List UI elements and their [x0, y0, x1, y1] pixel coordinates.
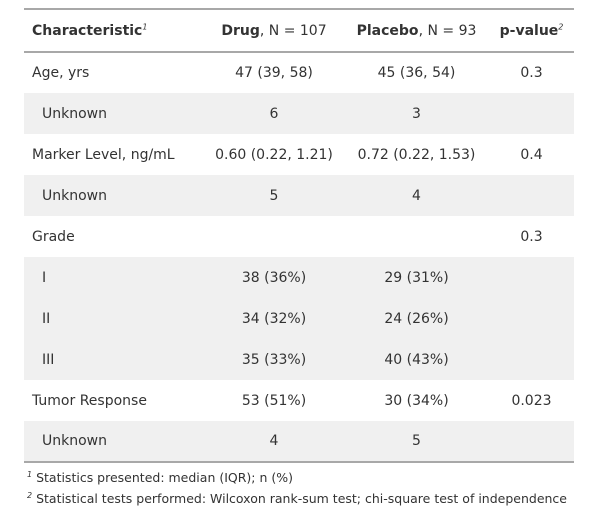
drug-value: 53 (51%): [241, 392, 307, 409]
header-pvalue-footnote-marker: 2: [558, 21, 564, 31]
table-row-grade-i: I 38 (36%) 29 (31%): [24, 257, 574, 298]
table-row-grade-ii: II 34 (32%) 24 (26%): [24, 298, 574, 339]
p-value: [489, 298, 574, 339]
header-row: Characteristic1 Drug, N = 107 Placebo, N…: [24, 8, 574, 53]
footnote-text: Statistics presented: median (IQR); n (%…: [32, 470, 294, 485]
header-drug: Drug, N = 107: [204, 8, 344, 53]
row-label: Age, yrs: [32, 65, 90, 81]
placebo-value: 24 (26%): [384, 310, 449, 327]
drug-value: 5: [269, 187, 279, 204]
footnote-text: Statistical tests performed: Wilcoxon ra…: [32, 491, 567, 506]
table-row-marker-unknown: Unknown 5 4: [24, 175, 574, 216]
p-value: [489, 175, 574, 216]
p-value: 0.3: [520, 65, 543, 81]
header-placebo: Placebo, N = 93: [344, 8, 489, 53]
row-label: Unknown: [42, 187, 107, 204]
row-label: Tumor Response: [32, 392, 147, 409]
drug-value: 35 (33%): [241, 351, 307, 368]
p-value: [489, 257, 574, 298]
drug-value: 0.60 (0.22, 1.21): [215, 146, 333, 163]
table-row-tumor-unknown: Unknown 4 5: [24, 421, 574, 463]
header-characteristic-label: Characteristic: [32, 22, 143, 39]
table-row-tumor-response: Tumor Response 53 (51%) 30 (34%) 0.023: [24, 380, 574, 421]
footnote-1: 1 Statistics presented: median (IQR); n …: [27, 467, 567, 488]
drug-value: [204, 216, 344, 257]
row-label: Marker Level, ng/mL: [32, 146, 175, 163]
placebo-value: 29 (31%): [384, 269, 449, 286]
footnote-marker: 2: [27, 490, 33, 500]
p-value: 0.4: [520, 146, 543, 163]
row-label: II: [42, 310, 51, 327]
placebo-value: 0.72 (0.22, 1.53): [357, 146, 476, 163]
table-body: Age, yrs 47 (39, 58) 45 (36, 54) 0.3 Unk…: [24, 52, 574, 463]
p-value: 0.023: [511, 392, 552, 409]
header-drug-n: , N = 107: [259, 22, 327, 39]
p-value: [489, 93, 574, 134]
table-row-grade: Grade 0.3: [24, 216, 574, 257]
drug-value: 38 (36%): [241, 269, 307, 286]
placebo-value: 5: [344, 421, 489, 463]
footnote-2: 2 Statistical tests performed: Wilcoxon …: [27, 488, 567, 509]
table-footnotes: 1 Statistics presented: median (IQR); n …: [27, 467, 567, 509]
placebo-value: 4: [412, 187, 421, 204]
drug-value: 34 (32%): [241, 310, 307, 327]
p-value: 0.3: [520, 228, 543, 245]
table-row-marker: Marker Level, ng/mL 0.60 (0.22, 1.21) 0.…: [24, 134, 574, 175]
drug-value: 47 (39, 58): [235, 65, 313, 81]
footnote-marker: 1: [27, 469, 33, 479]
header-placebo-name: Placebo: [356, 22, 419, 39]
placebo-value: [344, 216, 489, 257]
row-label: III: [42, 351, 55, 368]
header-pvalue: p-value2: [489, 8, 574, 53]
table-row-age: Age, yrs 47 (39, 58) 45 (36, 54) 0.3: [24, 52, 574, 93]
placebo-value: 45 (36, 54): [377, 65, 456, 81]
summary-table-container: Characteristic1 Drug, N = 107 Placebo, N…: [24, 8, 574, 463]
table-row-age-unknown: Unknown 6 3: [24, 93, 574, 134]
row-label: I: [42, 269, 47, 286]
placebo-value: 30 (34%): [384, 392, 449, 409]
header-characteristic: Characteristic1: [24, 8, 204, 53]
table-row-grade-iii: III 35 (33%) 40 (43%): [24, 339, 574, 380]
p-value: [489, 339, 574, 380]
header-characteristic-footnote-marker: 1: [142, 21, 148, 31]
drug-value: 4: [204, 421, 344, 463]
row-label: Unknown: [42, 105, 107, 122]
placebo-value: 40 (43%): [384, 351, 449, 368]
header-placebo-n: , N = 93: [418, 22, 477, 39]
header-pvalue-label: p-value: [499, 22, 559, 39]
drug-value: 6: [269, 105, 279, 122]
p-value: [489, 421, 574, 463]
placebo-value: 3: [412, 105, 421, 122]
table-header: Characteristic1 Drug, N = 107 Placebo, N…: [24, 8, 574, 53]
header-drug-name: Drug: [221, 22, 260, 39]
row-label: Grade: [32, 228, 75, 245]
summary-table: Characteristic1 Drug, N = 107 Placebo, N…: [24, 8, 574, 463]
row-label: Unknown: [24, 421, 204, 463]
